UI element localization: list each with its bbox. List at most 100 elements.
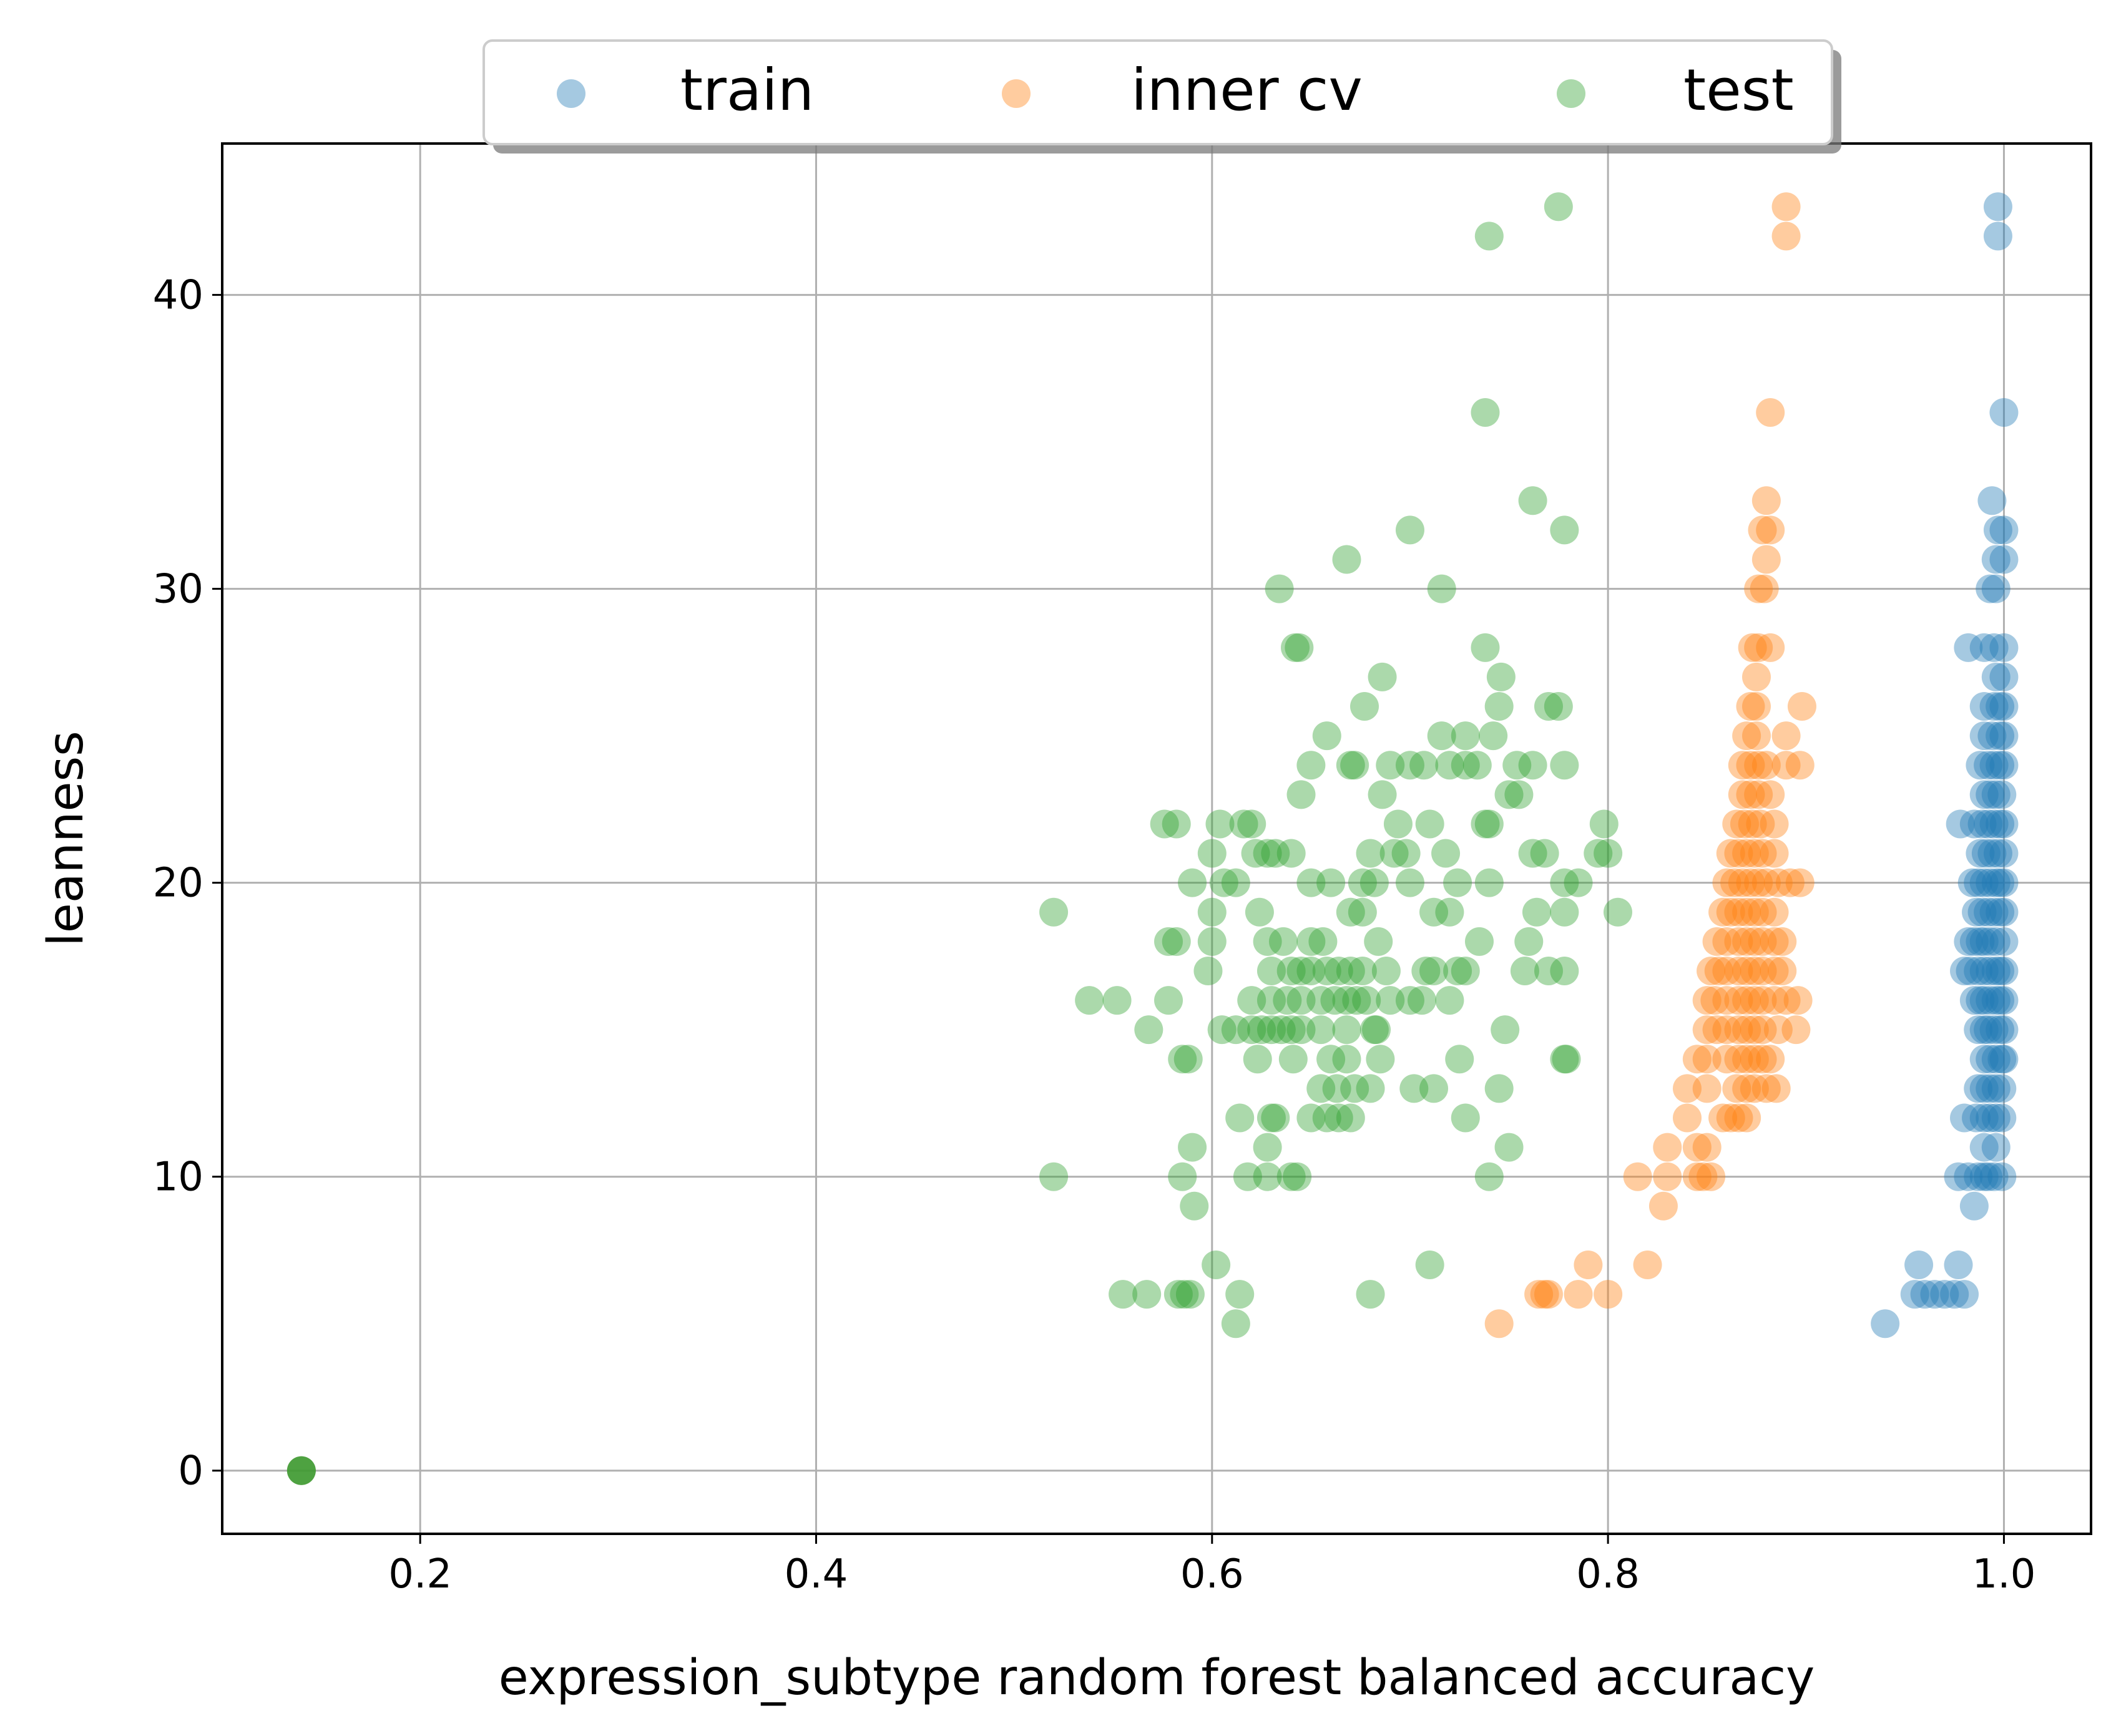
- x-tick-label: 0.2: [388, 1551, 452, 1597]
- data-point: [1785, 751, 1815, 780]
- data-point: [1471, 397, 1500, 427]
- data-point: [1971, 839, 2001, 868]
- data-point: [1756, 1045, 1785, 1074]
- data-point: [1471, 633, 1500, 662]
- data-point: [1163, 1280, 1193, 1309]
- data-point: [1197, 897, 1227, 927]
- data-point: [1427, 574, 1456, 603]
- data-point: [1205, 809, 1235, 839]
- axis-ticks: 0.2 0.4 0.6 0.8 1.0 0 10 20 30 40: [153, 273, 2036, 1597]
- data-point: [1763, 868, 1793, 897]
- data-point: [1732, 1045, 1761, 1074]
- data-point: [1989, 721, 2019, 751]
- data-point: [1383, 809, 1413, 839]
- data-point: [1225, 1103, 1255, 1133]
- data-point: [1336, 897, 1365, 927]
- data-point: [1276, 839, 1306, 868]
- data-point: [1950, 1103, 1979, 1133]
- data-point: [1981, 927, 2011, 956]
- data-point: [1962, 1103, 1991, 1133]
- data-point: [1474, 1162, 1504, 1191]
- data-point: [1550, 868, 1579, 897]
- data-point: [1969, 1045, 1999, 1074]
- data-point: [1316, 868, 1346, 897]
- data-point: [1504, 780, 1534, 809]
- data-point: [1197, 839, 1227, 868]
- legend-label-train: train: [680, 57, 814, 124]
- data-point: [1756, 515, 1785, 545]
- data-point: [1197, 927, 1227, 956]
- data-point: [1724, 1103, 1753, 1133]
- data-point: [1261, 839, 1290, 868]
- data-point: [1969, 721, 1999, 751]
- data-point: [1736, 868, 1765, 897]
- data-point: [1623, 1162, 1652, 1191]
- data-point: [1959, 809, 1989, 839]
- series-train: [287, 192, 2019, 1485]
- data-point: [1154, 986, 1183, 1015]
- data-point: [1178, 868, 1207, 897]
- data-point: [1969, 986, 1999, 1015]
- data-point: [1589, 809, 1619, 839]
- data-point: [1202, 1251, 1231, 1280]
- data-point: [1871, 1309, 1900, 1339]
- data-point: [1950, 956, 1979, 985]
- data-point: [1415, 1251, 1444, 1280]
- data-point: [1362, 1015, 1391, 1045]
- data-point: [1724, 956, 1753, 985]
- data-point: [1419, 1074, 1449, 1103]
- data-point: [1969, 1133, 1999, 1162]
- data-point: [1744, 633, 1773, 662]
- data-point: [1748, 956, 1777, 985]
- data-point: [1273, 986, 1302, 1015]
- data-point: [1395, 515, 1424, 545]
- data-point: [1340, 751, 1369, 780]
- data-point: [1435, 986, 1464, 1015]
- data-point: [1286, 956, 1316, 985]
- data-point: [1732, 1015, 1761, 1045]
- data-point: [1435, 751, 1464, 780]
- data-point: [1484, 692, 1514, 721]
- data-point: [1692, 1074, 1722, 1103]
- data-point: [1983, 222, 2012, 251]
- data-point: [1930, 1280, 1959, 1309]
- data-point: [1751, 545, 1781, 574]
- data-point: [1376, 986, 1405, 1015]
- data-point: [1332, 545, 1361, 574]
- data-point: [1974, 751, 2003, 780]
- data-point: [1732, 1074, 1761, 1103]
- data-point: [1732, 839, 1761, 868]
- data-point: [1756, 397, 1785, 427]
- data-point: [1256, 956, 1286, 985]
- data-point: [287, 1456, 316, 1485]
- data-point: [1544, 192, 1573, 222]
- data-point: [1379, 839, 1409, 868]
- data-point: [1724, 986, 1753, 1015]
- data-point: [1332, 986, 1361, 1015]
- data-point: [1594, 839, 1623, 868]
- data-point: [1981, 1074, 2011, 1103]
- data-point: [1976, 1103, 2005, 1133]
- data-point: [1732, 721, 1761, 751]
- data-point: [1502, 751, 1532, 780]
- data-point: [1969, 1015, 1999, 1045]
- data-point: [1986, 986, 2015, 1015]
- data-point: [1348, 897, 1377, 927]
- x-tick-label: 0.8: [1576, 1551, 1640, 1597]
- data-point: [1486, 662, 1516, 691]
- data-point: [1221, 1309, 1250, 1339]
- data-point: [1518, 486, 1547, 515]
- data-point: [1740, 839, 1769, 868]
- data-point: [1253, 839, 1282, 868]
- data-point: [1550, 1045, 1579, 1074]
- data-point: [1283, 1162, 1312, 1191]
- data-point: [1741, 662, 1771, 691]
- data-point: [1653, 1162, 1682, 1191]
- data-point: [1484, 1309, 1514, 1339]
- data-point: [1722, 1074, 1751, 1103]
- data-point: [1243, 1045, 1272, 1074]
- data-point: [1510, 956, 1539, 985]
- data-point: [1760, 897, 1789, 927]
- data-point: [1256, 1015, 1286, 1045]
